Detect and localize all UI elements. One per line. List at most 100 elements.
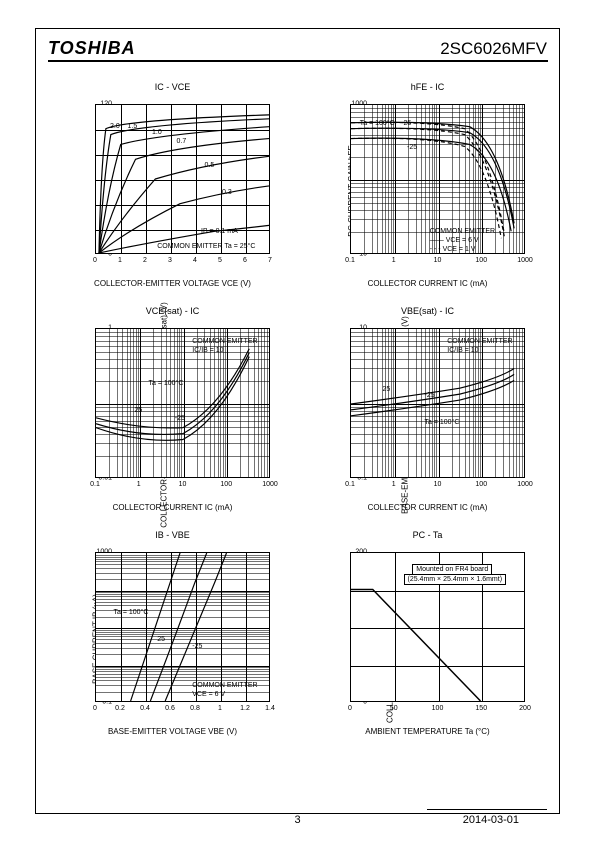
chart-title: VCE(sat) - IC (146, 306, 200, 316)
chart-annotation: Ta = 100°C (425, 419, 460, 426)
x-tick: 1 (118, 257, 122, 264)
x-tick: 150 (475, 705, 487, 712)
footer-date-underline (427, 809, 547, 810)
chart-area: COLLECTOR-EMITTER SATURATION VOLTAGE VCE… (55, 320, 290, 510)
chart-annotation: Mounted on FR4 board (412, 564, 492, 575)
x-tick: 0.8 (190, 705, 200, 712)
x-tick: 7 (268, 257, 272, 264)
x-tick: 4 (193, 257, 197, 264)
x-tick: 5 (218, 257, 222, 264)
chart-annotation: 25 (383, 386, 391, 393)
chart-annotation: VCE = 6 V (192, 691, 225, 698)
chart-annotation: 0.5 (205, 162, 215, 169)
chart-title: IC - VCE (155, 82, 191, 92)
x-tick: 0.1 (345, 481, 355, 488)
chart-2: VCE(sat) - IC COLLECTOR-EMITTER SATURATIO… (55, 306, 290, 510)
page-number: 3 (294, 814, 300, 826)
chart-annotation: -25 (407, 144, 417, 151)
chart-annotation: -25 (425, 392, 435, 399)
plot-box: Mounted on FR4 board(25.4mm × 25.4mm × 1… (350, 552, 525, 702)
x-tick: 1000 (262, 481, 278, 488)
curves-svg (96, 329, 269, 477)
x-axis-label: COLLECTOR CURRENT IC (mA) (368, 279, 488, 288)
curves-svg (351, 329, 524, 477)
x-tick: 0.2 (115, 705, 125, 712)
part-number: 2SC6026MFV (440, 39, 547, 59)
charts-grid: IC - VCECOLLECTOR CURRENT IC (mA)COLLECT… (55, 82, 545, 734)
x-tick: 0.6 (165, 705, 175, 712)
x-tick: 6 (243, 257, 247, 264)
header: TOSHIBA 2SC6026MFV (48, 38, 547, 59)
x-tick: 10 (179, 481, 187, 488)
chart-annotation: —— VCE = 6 V (430, 237, 479, 244)
plot-box: Ta = 100°C 25 -25 COMMON EMITTER VCE = 6 V (95, 552, 270, 702)
x-tick: 50 (390, 705, 398, 712)
curves-svg (96, 105, 269, 253)
plot-box: Ta = 100°C 25 -25 COMMON EMITTER —— VCE = 6 … (350, 104, 525, 254)
chart-annotation: -25 (192, 643, 202, 650)
x-tick: 0.4 (140, 705, 150, 712)
chart-annotation: 1.0 (152, 129, 162, 136)
x-tick: 100 (220, 481, 232, 488)
chart-annotation: COMMON EMITTER (192, 682, 257, 689)
chart-annotation: COMMON EMITTER (430, 228, 495, 235)
x-axis-label: COLLECTOR CURRENT IC (mA) (113, 503, 233, 512)
plot-box: COMMON EMITTER IC/IB = 10 25 -25 Ta = 100°C (350, 328, 525, 478)
chart-title: PC - Ta (413, 530, 443, 540)
x-tick: 1.2 (240, 705, 250, 712)
chart-annotation: IC/IB = 10 (447, 347, 478, 354)
chart-area: BASE-EMITTER SATURATION VOLTAGE VBE(sat)… (310, 320, 545, 510)
x-tick: 1 (392, 481, 396, 488)
x-tick: 200 (519, 705, 531, 712)
x-tick: 0.1 (345, 257, 355, 264)
x-tick: 100 (475, 257, 487, 264)
x-tick: 1.4 (265, 705, 275, 712)
x-tick: 1000 (517, 257, 533, 264)
x-tick: 10 (434, 481, 442, 488)
x-tick: 0.1 (90, 481, 100, 488)
plot-box: COMMON EMITTERIC/IB = 10Ta = 100°C25-25 (95, 328, 270, 478)
x-tick: 100 (432, 705, 444, 712)
plot-box: COMMON EMITTER Ta = 25°C2.01.51.00.70.50… (95, 104, 270, 254)
x-tick: 0 (93, 705, 97, 712)
chart-annotation: (25.4mm × 25.4mm × 1.6mmt) (404, 574, 507, 585)
chart-annotation: 2.0 (110, 123, 120, 130)
chart-annotation: 1.5 (128, 123, 138, 130)
chart-annotation: IB = 0.1 mA (201, 228, 238, 235)
x-tick: 0 (93, 257, 97, 264)
chart-annotation: Ta = 100°C (360, 120, 395, 127)
chart-3: VBE(sat) - IC BASE-EMITTER SATURATION VOL… (310, 306, 545, 510)
chart-annotation: 25 (157, 636, 165, 643)
chart-title: VBE(sat) - IC (401, 306, 454, 316)
chart-annotation: Ta = 100°C (114, 609, 149, 616)
header-underline (48, 60, 548, 62)
x-tick: 1000 (517, 481, 533, 488)
x-axis-label: COLLECTOR-EMITTER VOLTAGE VCE (V) (94, 279, 251, 288)
chart-annotation: 25 (404, 120, 412, 127)
x-tick: 10 (434, 257, 442, 264)
x-tick: 1 (218, 705, 222, 712)
chart-area: COLLECTOR POWER DISSIPATION PC (mW)AMBIE… (310, 544, 545, 734)
x-tick: 3 (168, 257, 172, 264)
chart-annotation: - - - VCE = 1 V (430, 246, 476, 253)
chart-annotation: Ta = 100°C (149, 380, 184, 387)
chart-area: BASE CURRENT IB (µA)BASE-EMITTER VOLTAGE… (55, 544, 290, 734)
curves-svg (96, 553, 269, 701)
x-tick: 1 (137, 481, 141, 488)
chart-annotation: -25 (175, 415, 185, 422)
chart-area: COLLECTOR CURRENT IC (mA)COLLECTOR-EMITT… (55, 96, 290, 286)
chart-5: PC - Ta COLLECTOR POWER DISSIPATION PC (m… (310, 530, 545, 734)
footer-date: 2014-03-01 (463, 814, 519, 826)
x-tick: 0 (348, 705, 352, 712)
chart-annotation: COMMON EMITTER (192, 338, 257, 345)
x-tick: 2 (143, 257, 147, 264)
chart-annotation: COMMON EMITTER (447, 338, 512, 345)
chart-0: IC - VCE COLLECTOR CURRENT IC (mA)COLLECT… (55, 82, 290, 286)
chart-annotation: 0.7 (177, 138, 187, 145)
chart-title: hFE - IC (411, 82, 445, 92)
chart-annotation: COMMON EMITTER Ta = 25°C (157, 243, 255, 250)
chart-1: hFE - ICDC CURRENT GAIN hFECOLLECTOR CUR… (310, 82, 545, 286)
brand-logo: TOSHIBA (48, 38, 136, 59)
x-axis-label: AMBIENT TEMPERATURE Ta (°C) (365, 727, 489, 736)
x-tick: 100 (475, 481, 487, 488)
